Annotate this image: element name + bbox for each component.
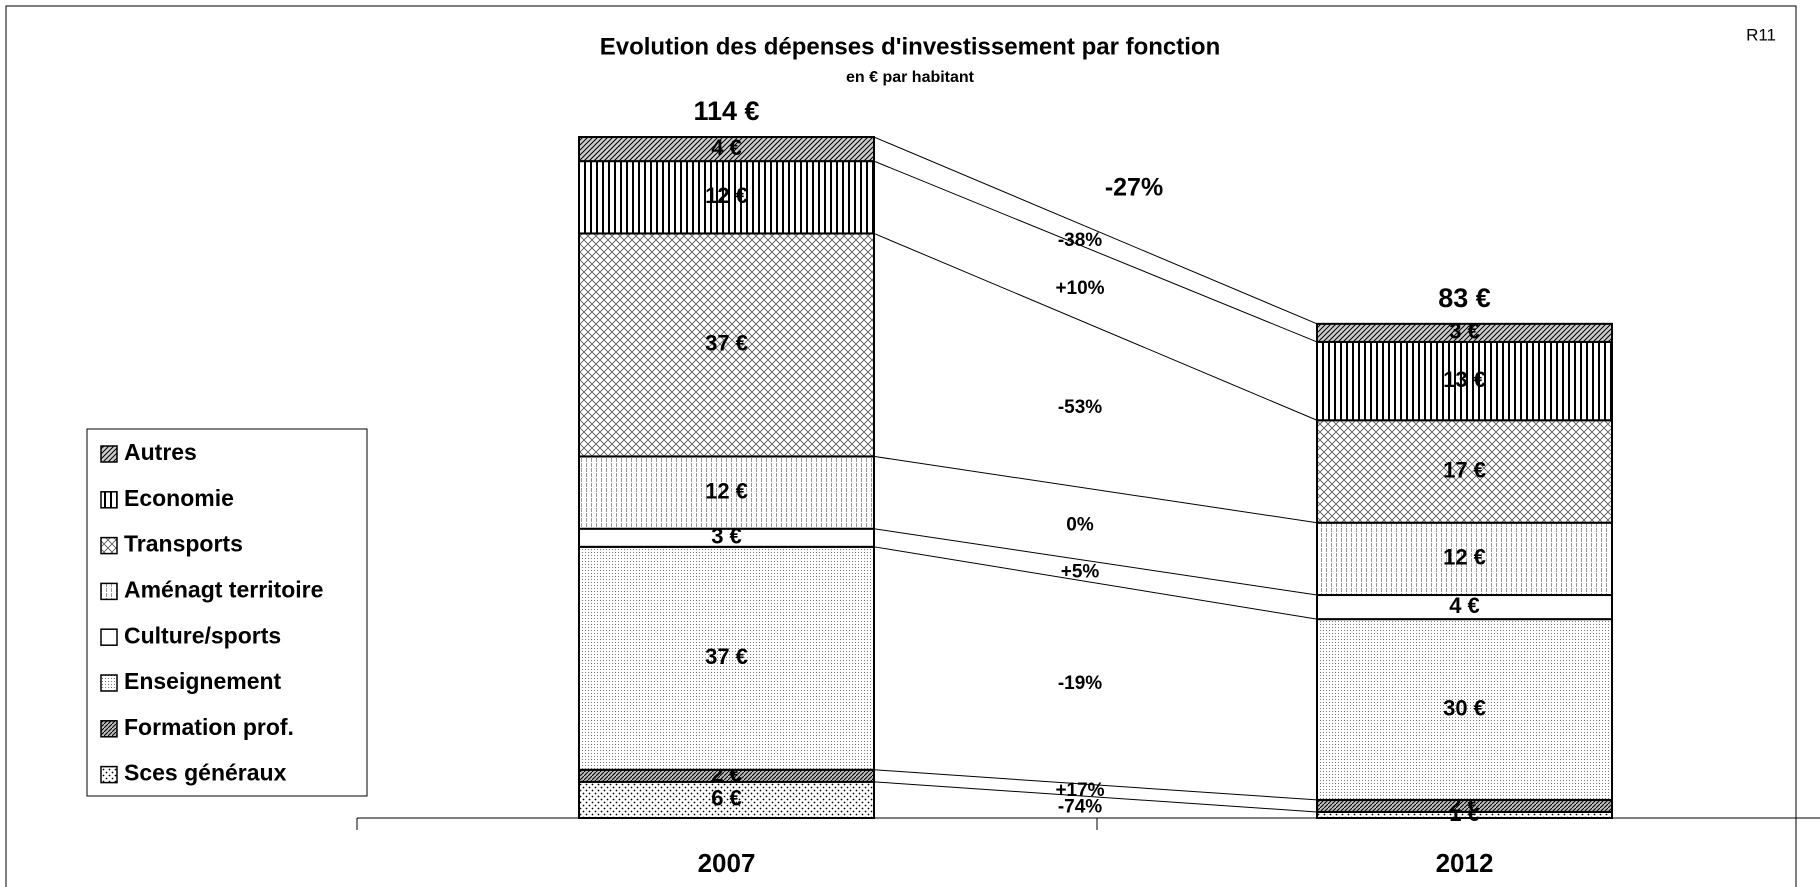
connector bbox=[873, 528, 1318, 596]
data-label: 30 € bbox=[1443, 695, 1486, 720]
legend-label: Enseignement bbox=[124, 668, 282, 694]
bar-segment bbox=[578, 160, 875, 235]
change-label: -53% bbox=[1058, 397, 1102, 418]
connector bbox=[873, 769, 1318, 801]
data-label: 6 € bbox=[711, 786, 742, 811]
legend bbox=[86, 428, 368, 797]
change-label: 0% bbox=[1066, 515, 1094, 536]
legend-label: Formation prof. bbox=[124, 714, 294, 740]
data-label: 12 € bbox=[705, 183, 748, 208]
bar-segment bbox=[578, 136, 875, 163]
change-label: +10% bbox=[1055, 278, 1104, 299]
bar-segment bbox=[1316, 521, 1613, 597]
change-label: -74% bbox=[1058, 796, 1102, 817]
data-label: 12 € bbox=[705, 478, 748, 503]
x-tick-label: 2012 bbox=[1436, 848, 1494, 878]
change-label: -38% bbox=[1058, 230, 1102, 251]
legend-label: Aménagt territoire bbox=[124, 576, 323, 602]
data-label: 17 € bbox=[1443, 457, 1486, 482]
total-label: 114 € bbox=[693, 96, 759, 126]
bar-segment bbox=[1316, 322, 1613, 343]
data-label: 4 € bbox=[1449, 593, 1480, 618]
legend-label: Economie bbox=[124, 485, 234, 511]
x-tick-label: 2007 bbox=[698, 848, 756, 878]
change-label: +17% bbox=[1055, 780, 1104, 801]
data-label: 3 € bbox=[1449, 319, 1480, 344]
legend-label: Sces généraux bbox=[124, 760, 287, 786]
legend-label: Transports bbox=[124, 531, 243, 557]
legend-swatch bbox=[100, 628, 118, 646]
bar-segment bbox=[1316, 594, 1613, 621]
connector bbox=[873, 546, 1318, 620]
legend-swatch bbox=[100, 491, 118, 509]
corner-label: R11 bbox=[1746, 25, 1776, 44]
legend-swatch bbox=[100, 720, 118, 738]
data-label: 37 € bbox=[705, 331, 748, 356]
bar-segment bbox=[1316, 618, 1613, 801]
data-label: 37 € bbox=[705, 644, 748, 669]
connector bbox=[873, 781, 1318, 813]
chart-subtitle: en € par habitant bbox=[846, 69, 975, 86]
connector bbox=[873, 136, 1318, 325]
bar-segment bbox=[578, 455, 875, 530]
bar-segment bbox=[1316, 340, 1613, 422]
legend-swatch bbox=[100, 582, 118, 601]
bar-segment bbox=[578, 545, 875, 771]
change-label: +5% bbox=[1061, 561, 1100, 582]
legend-swatch bbox=[100, 765, 118, 784]
connector bbox=[873, 232, 1318, 421]
legend-label: Culture/sports bbox=[124, 622, 281, 648]
legend-swatch bbox=[100, 536, 118, 555]
data-label: 12 € bbox=[1443, 545, 1486, 570]
data-label: 13 € bbox=[1443, 367, 1486, 392]
bar-segment bbox=[578, 780, 875, 819]
connector bbox=[873, 455, 1318, 524]
data-label: 4 € bbox=[711, 135, 742, 160]
chart-title: Evolution des dépenses d'investissement … bbox=[600, 33, 1221, 60]
bar-segment bbox=[578, 232, 875, 458]
legend-swatch bbox=[100, 445, 118, 463]
legend-swatch bbox=[100, 674, 118, 692]
total-change: -27% bbox=[1105, 174, 1163, 202]
bar-segment bbox=[1316, 419, 1613, 524]
connector bbox=[873, 160, 1318, 343]
change-label: -19% bbox=[1058, 673, 1102, 694]
legend-label: Autres bbox=[124, 439, 197, 465]
total-label: 83 € bbox=[1438, 283, 1491, 313]
frame bbox=[5, 5, 1797, 887]
